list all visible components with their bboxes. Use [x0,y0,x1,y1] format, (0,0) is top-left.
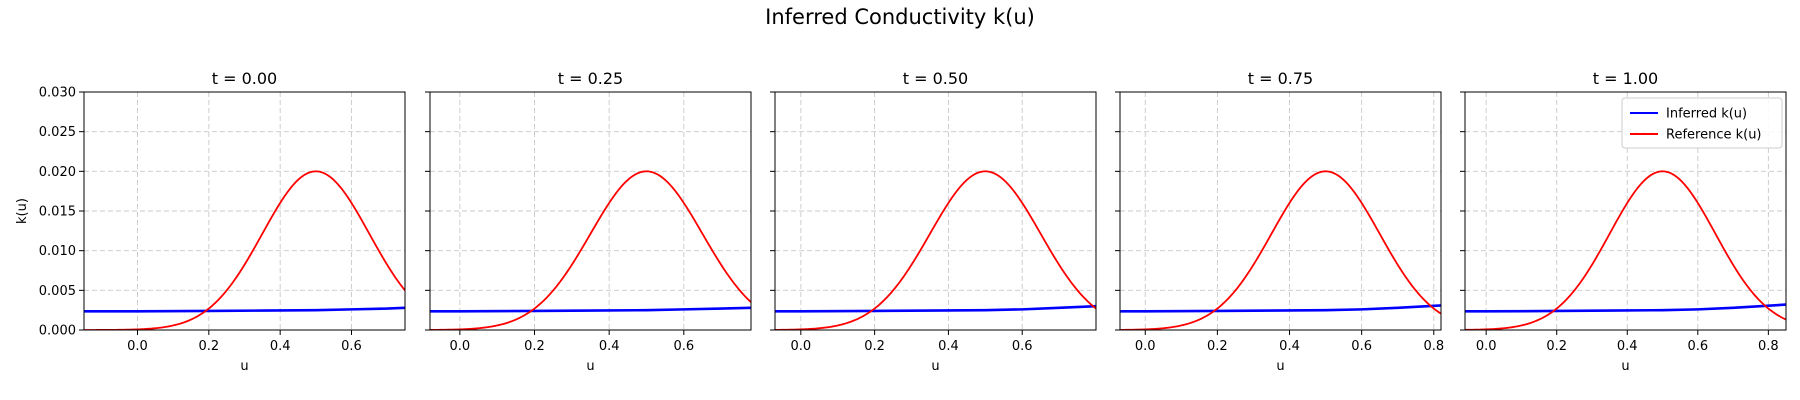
x-tick-label: 0.6 [341,339,362,354]
x-axis-label: u [1621,359,1629,374]
y-tick-label: 0.005 [39,284,76,299]
subplot-grid: 0.0 0.2 0.4 0.6 0.000 0.005 0.010 0.015 0.020 0.0… [15,69,1787,374]
subplot-title: t = 0.75 [1248,69,1313,88]
x-tick-label: 0.0 [1476,339,1497,354]
reference-k-line [84,170,405,330]
x-tick-label: 0.2 [1546,339,1567,354]
x-tick-label: 0.2 [864,339,885,354]
series-group [775,170,1096,330]
series-group [1465,170,1786,330]
subplot-2: 0.0 0.2 0.4 0.6 t = 0.25 u [425,69,752,374]
subplot-title: t = 0.00 [212,69,277,88]
y-tick-label: 0.000 [39,324,76,339]
series-group [430,170,751,330]
x-axis-label: u [240,359,248,374]
x-tick-label: 0.8 [1758,339,1779,354]
x-axis-label: u [586,359,594,374]
y-tick-label: 0.030 [39,86,76,101]
legend-label: Inferred k(u) [1666,107,1747,122]
y-axis-label: k(u) [15,198,30,224]
legend-label: Reference k(u) [1666,128,1762,143]
x-tick-label: 0.2 [198,339,219,354]
y-tick-label: 0.010 [39,244,76,259]
x-tick-label: 0.0 [450,339,471,354]
grid [775,91,1096,331]
x-tick-label: 0.4 [1279,339,1300,354]
subplot-5: 0.0 0.2 0.4 0.6 0.8 t = 1.00 u Inferred k(u) Ref… [1460,69,1787,374]
x-axis-label: u [1276,359,1284,374]
grid [430,91,751,331]
x-tick-label: 0.4 [270,339,291,354]
reference-k-line [1465,170,1786,330]
x-tick-label: 0.4 [938,339,959,354]
x-tick-label: 0.2 [524,339,545,354]
x-tick-label: 0.4 [599,339,620,354]
reference-k-line [775,170,1096,330]
reference-k-line [1120,170,1441,330]
subplot-4: 0.0 0.2 0.4 0.6 0.8 t = 0.75 u [1115,69,1444,374]
legend: Inferred k(u) Reference k(u) [1621,97,1783,149]
x-tick-label: 0.6 [673,339,694,354]
series-group [1120,170,1441,330]
grid [1120,91,1441,331]
x-tick-label: 0.0 [127,339,148,354]
inferred-k-line [1120,304,1441,313]
x-tick-label: 0.6 [1012,339,1033,354]
subplot-1: 0.0 0.2 0.4 0.6 0.000 0.005 0.010 0.015 0.020 0.0… [15,69,406,374]
x-tick-label: 0.2 [1207,339,1228,354]
x-axis-label: u [931,359,939,374]
y-tick-label: 0.025 [39,125,76,140]
x-tick-label: 0.0 [1135,339,1156,354]
subplot-title: t = 1.00 [1593,69,1658,88]
series-group [84,170,405,330]
x-tick-label: 0.8 [1423,339,1444,354]
y-tick-label: 0.015 [39,205,76,220]
inferred-k-line [430,306,751,313]
legend-box [1621,97,1783,149]
inferred-k-line [84,306,405,313]
subplot-title: t = 0.50 [903,69,968,88]
x-tick-label: 0.0 [790,339,811,354]
inferred-k-line [775,304,1096,313]
x-tick-label: 0.6 [1687,339,1708,354]
figure-title: Inferred Conductivity k(u) [765,5,1035,29]
inferred-k-line [1465,303,1786,313]
subplot-3: 0.0 0.2 0.4 0.6 t = 0.50 u [770,69,1097,374]
subplot-title: t = 0.25 [558,69,623,88]
x-tick-label: 0.6 [1351,339,1372,354]
reference-k-line [430,170,751,330]
y-tick-label: 0.020 [39,165,76,180]
x-tick-label: 0.4 [1617,339,1638,354]
